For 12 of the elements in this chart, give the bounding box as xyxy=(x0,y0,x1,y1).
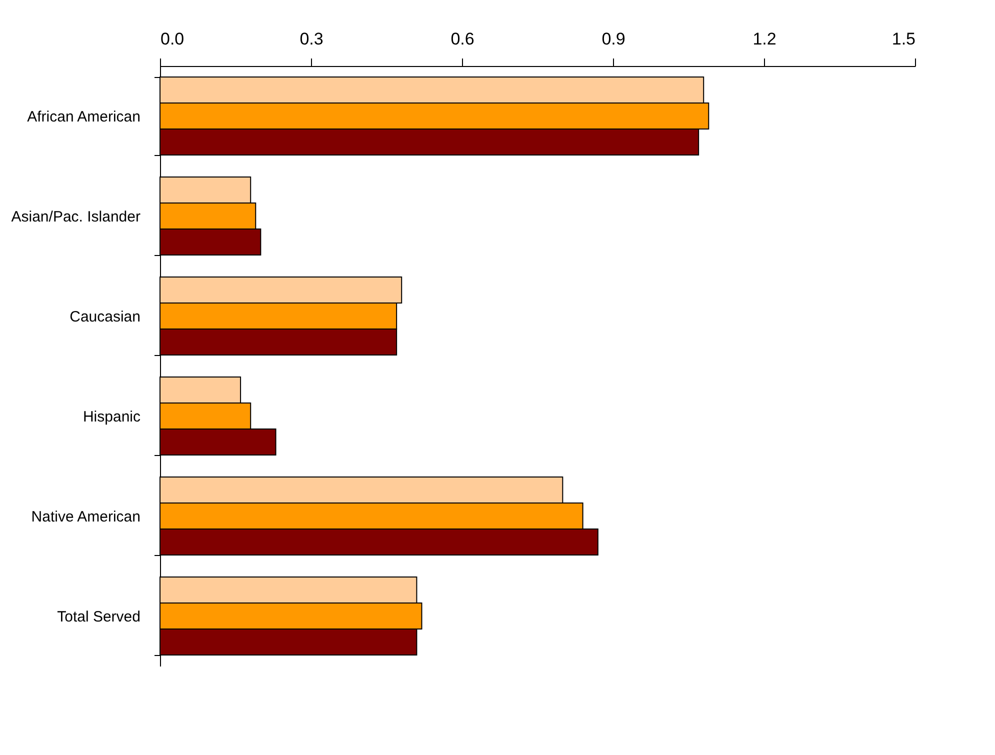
x-tick-label: 1.5 xyxy=(892,30,916,48)
y-tick-label: Native American xyxy=(31,508,140,526)
y-tick-label: Total Served xyxy=(57,608,140,626)
x-tick-label: 0.3 xyxy=(300,30,324,48)
x-tick-label: 0.9 xyxy=(602,30,626,48)
x-tick-label: 0.6 xyxy=(450,30,474,48)
y-tick-label: Caucasian xyxy=(70,308,140,326)
y-tick-label: Asian/Pac. Islander xyxy=(11,208,140,226)
y-tick-label: Hispanic xyxy=(82,408,141,426)
y-tick-label: African American xyxy=(27,108,140,126)
x-tick-label: 0.0 xyxy=(160,30,184,48)
x-tick-label: 1.2 xyxy=(752,30,776,48)
